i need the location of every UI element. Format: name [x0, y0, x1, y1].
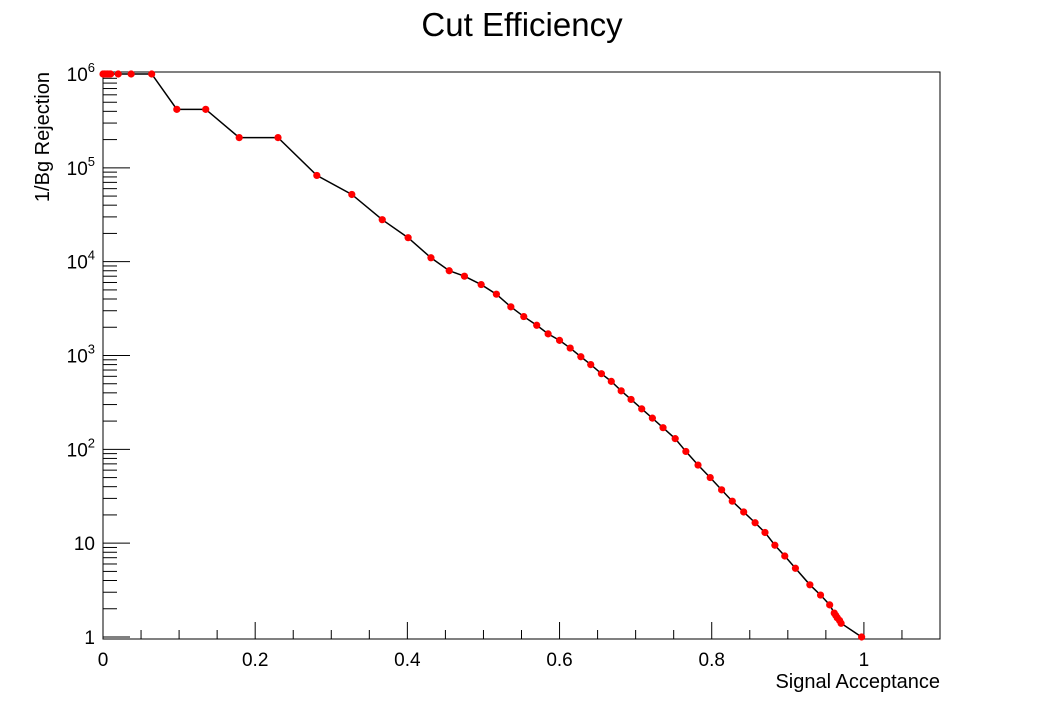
data-point — [173, 105, 181, 113]
data-point — [477, 280, 485, 289]
data-point — [313, 171, 321, 180]
x-tick-label: 0.8 — [699, 650, 725, 671]
y-tick-label: 104 — [67, 248, 95, 274]
y-axis-ticks — [103, 73, 130, 638]
y-tick-label: 106 — [67, 60, 95, 86]
data-point — [597, 370, 606, 378]
data-point — [659, 424, 667, 432]
data-point — [555, 336, 564, 344]
data-point — [781, 552, 789, 560]
data-point — [751, 519, 759, 527]
x-tick-label: 0.2 — [242, 650, 268, 671]
x-axis-label: Signal Acceptance — [775, 671, 940, 693]
data-point — [127, 70, 135, 78]
data-point — [648, 414, 656, 422]
data-point — [627, 395, 635, 404]
data-point — [682, 447, 690, 456]
data-point — [607, 377, 615, 385]
data-point — [507, 303, 515, 311]
chart-title: Cut Efficiency — [421, 6, 623, 43]
data-point — [566, 344, 574, 352]
x-tick-label: 0.6 — [546, 650, 572, 671]
x-axis-ticks — [102, 622, 941, 639]
data-point — [718, 486, 726, 494]
data-point — [533, 321, 541, 329]
y-tick-label: 102 — [67, 435, 95, 461]
x-axis-tick-labels: 0 0.2 0.4 0.6 0.8 1 — [98, 650, 869, 671]
data-point — [235, 134, 243, 142]
data-point — [826, 601, 834, 609]
x-tick-label: 0.4 — [394, 650, 421, 671]
data-point — [404, 234, 412, 242]
data-point — [348, 190, 356, 199]
y-tick-label: 105 — [67, 154, 95, 180]
data-point — [577, 353, 585, 361]
data-point — [671, 435, 679, 443]
y-tick-label: 103 — [67, 342, 95, 368]
data-point — [617, 387, 625, 395]
data-point — [638, 405, 646, 413]
x-tick-label: 1 — [859, 650, 870, 671]
data-point — [728, 497, 736, 505]
data-point — [806, 581, 814, 589]
data-markers — [99, 70, 866, 641]
data-point — [694, 461, 702, 469]
data-point — [378, 216, 386, 224]
data-point — [107, 70, 115, 78]
data-point — [520, 312, 528, 321]
x-tick-label: 0 — [98, 650, 109, 671]
data-point — [771, 541, 779, 549]
series-line — [103, 73, 863, 638]
data-point — [445, 267, 453, 275]
y-axis-label: 1/Bg Rejection — [32, 72, 54, 202]
y-axis-tick-labels: 1 10 102 103 104 105 106 — [67, 60, 95, 649]
data-point — [427, 254, 435, 262]
data-point — [492, 290, 500, 298]
y-tick-label: 1 — [84, 628, 95, 649]
data-point — [274, 134, 282, 142]
data-point — [761, 528, 769, 537]
plot-area-frame — [102, 71, 941, 640]
data-point — [706, 473, 714, 482]
data-point — [858, 633, 866, 641]
data-point — [791, 564, 800, 572]
data-point — [114, 70, 122, 78]
data-point — [148, 70, 156, 78]
data-point — [460, 272, 469, 280]
data-point — [202, 105, 210, 113]
y-tick-label: 10 — [74, 534, 95, 555]
data-point — [837, 619, 845, 627]
data-point — [740, 508, 748, 516]
data-point — [587, 360, 595, 369]
data-point — [544, 330, 552, 338]
data-point — [816, 591, 825, 599]
